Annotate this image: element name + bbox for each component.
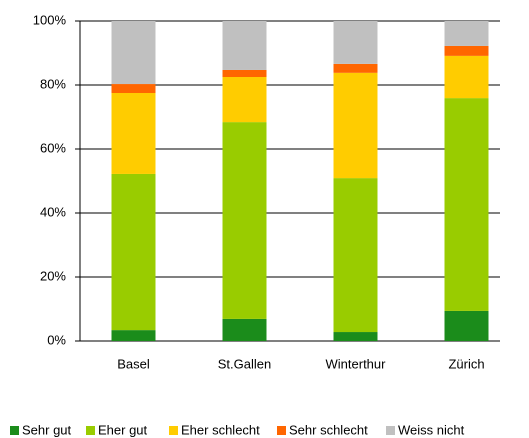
x-tick-label: Winterthur [326,356,387,371]
bar-segment [222,122,267,319]
legend-label: Weiss nicht [398,422,465,437]
y-tick-label: 0% [47,332,66,347]
legend-swatch [86,426,95,435]
legend-swatch [386,426,395,435]
bar-segment [333,72,378,179]
x-tick-label: Zürich [448,356,484,371]
bar-segment [444,45,489,56]
bar-segment [444,55,489,99]
y-tick-label: 40% [40,204,66,219]
bar-segment [222,77,267,123]
bar-segment [333,63,378,73]
bar-segment [333,21,378,64]
bar-segment [111,84,156,93]
y-tick-label: 100% [33,12,67,27]
x-tick-label: Basel [117,356,150,371]
legend-swatch [277,426,286,435]
legend-swatch [169,426,178,435]
y-tick-label: 80% [40,76,66,91]
y-tick-label: 20% [40,268,66,283]
legend-label: Sehr gut [22,422,72,437]
x-tick-label: St.Gallen [218,356,271,371]
legend-label: Eher gut [98,422,148,437]
bar-segment [111,330,156,341]
bar-segment [111,173,156,331]
bar-segment [444,21,489,46]
bar-segment [333,178,378,333]
bar-segment [222,21,267,70]
y-tick-label: 60% [40,140,66,155]
bar-segment [444,310,489,341]
bar-segment [111,93,156,174]
bar-segment [111,21,156,85]
bar-segment [222,69,267,77]
legend-label: Sehr schlecht [289,422,368,437]
legend-label: Eher schlecht [181,422,260,437]
bar-segment [444,98,489,311]
bar-segment [222,318,267,341]
legend-swatch [10,426,19,435]
bar-segment [333,332,378,341]
